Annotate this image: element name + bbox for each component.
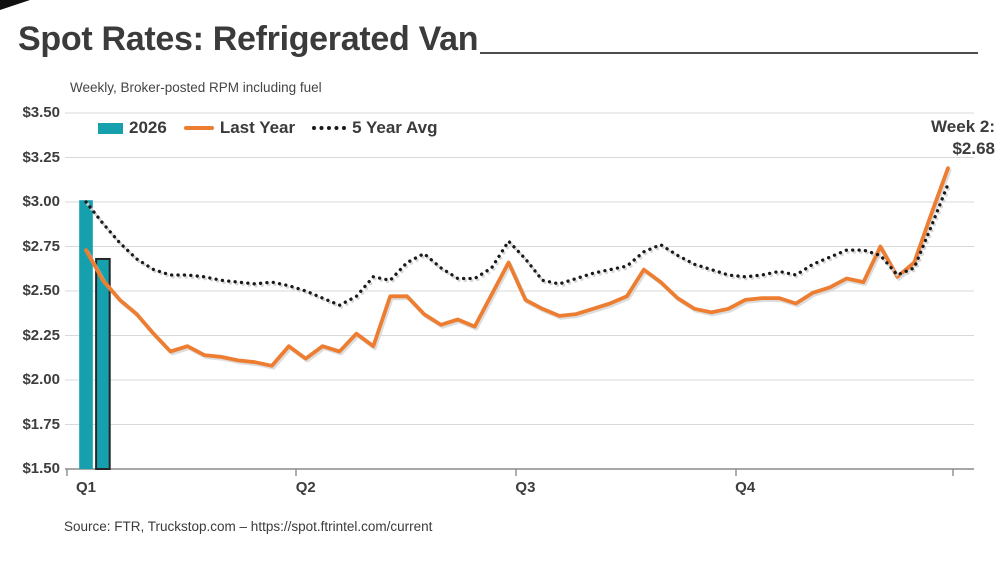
- legend-swatch-last-year: [183, 126, 214, 130]
- title-underline: [480, 51, 978, 54]
- legend-swatch-5yr-avg: [312, 126, 347, 130]
- chart-legend: 2026 Last Year 5 Year Avg: [98, 118, 438, 138]
- five-year-avg-line-shadow: [85, 184, 952, 310]
- legend-label-2026: 2026: [129, 118, 167, 137]
- last-year-line-shadow: [85, 168, 952, 370]
- five-year-avg-line: [84, 182, 950, 308]
- bar-2026-week-1: [79, 200, 93, 469]
- last-year-line: [84, 166, 950, 368]
- legend-item-last-year: Last Year: [183, 118, 296, 138]
- page-corner-mark: [0, 0, 30, 10]
- legend-label-5yr-avg: 5 Year Avg: [352, 118, 438, 137]
- legend-item-2026: 2026: [98, 118, 167, 138]
- legend-item-5yr-avg: 5 Year Avg: [312, 118, 438, 138]
- week2-callout-label: Week 2:: [931, 117, 995, 136]
- source-note: Source: FTR, Truckstop.com – https://spo…: [64, 519, 433, 534]
- page-title: Spot Rates: Refrigerated Van: [18, 20, 479, 58]
- legend-label-last-year: Last Year: [219, 118, 296, 137]
- bar-2026-week-2: [95, 257, 111, 470]
- week2-callout: Week 2: $2.68: [931, 116, 995, 160]
- chart-subtitle: Weekly, Broker-posted RPM including fuel: [70, 80, 322, 95]
- week2-callout-value: $2.68: [952, 139, 995, 158]
- title-row: Spot Rates: Refrigerated Van: [18, 20, 978, 58]
- legend-swatch-2026: [98, 122, 123, 134]
